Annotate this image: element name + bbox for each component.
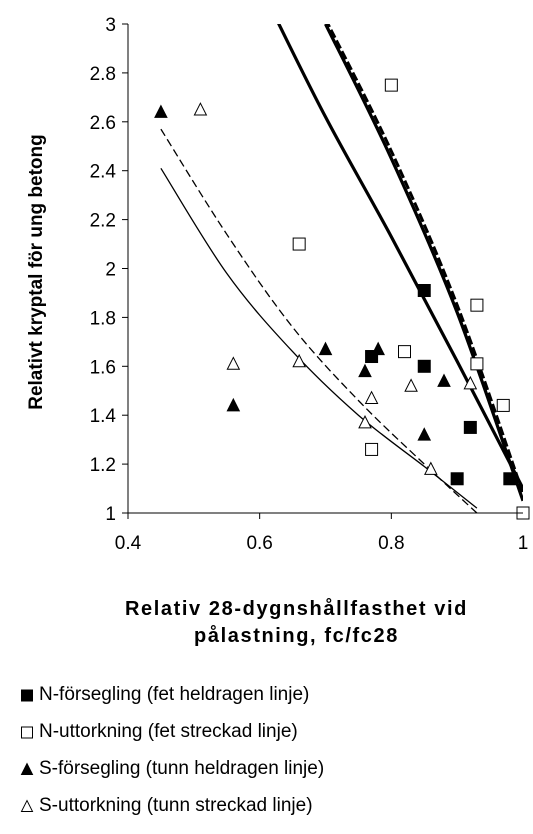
y-tick-label: 1.8 <box>90 308 116 329</box>
y-tick-label: 2 <box>105 260 116 281</box>
x-axis-title: Relativ 28-dygnshållfasthet vid pålastni… <box>60 596 533 650</box>
legend-label: S-uttorkning (tunn streckad linje) <box>39 794 313 816</box>
trend-curve-thin-solid <box>160 167 478 509</box>
trend-curve-thin-dashed <box>160 128 478 513</box>
legend-marker <box>21 726 33 738</box>
open-square-point <box>470 357 484 371</box>
filled-square-point <box>463 420 477 434</box>
x-tick-label: 0.6 <box>246 533 272 554</box>
open-square-point <box>365 442 379 456</box>
open-triangle-point <box>463 375 478 390</box>
x-axis-title-line-2: pålastning, fc/fc28 <box>194 625 399 647</box>
filled-triangle-point <box>226 397 241 412</box>
open-square-point <box>398 345 411 359</box>
trend-curve-thick-solid <box>324 24 523 502</box>
legend-item: S-försegling (tunn heldragen linje) <box>20 750 324 787</box>
filled-triangle-point <box>371 341 385 356</box>
filled-triangle-point <box>437 373 451 387</box>
filled-square-point <box>503 472 517 486</box>
filled-triangle-point <box>358 363 372 378</box>
open-square-point <box>384 78 398 92</box>
filled-square-point <box>450 472 464 486</box>
y-tick-label: 1.4 <box>90 406 117 427</box>
y-axis-title: Relativt kryptal för ung betong <box>26 134 47 410</box>
y-tick-label: 2.4 <box>90 162 117 183</box>
open-triangle-point <box>364 390 379 404</box>
legend-label: N-försegling (fet heldragen linje) <box>39 683 310 705</box>
x-tick-label: 1 <box>518 533 529 554</box>
y-tick-label: 2.8 <box>90 64 116 85</box>
y-tick-label: 1 <box>105 504 116 525</box>
legend-marker <box>20 761 34 775</box>
y-tick-label: 3 <box>105 15 116 36</box>
legend-item: N-uttorkning (fet streckad linje) <box>20 713 324 750</box>
y-tick-label: 2.6 <box>90 113 116 134</box>
filled-triangle-point <box>154 104 168 118</box>
filled-square-icon <box>21 689 33 701</box>
chart: 1 1.2 1.4 1.6 1.8 2 2.2 2.4 2.6 2.8 3 0.4 0.6 0.8 1 R… <box>26 15 530 554</box>
x-axis-title-line-1: Relativ 28-dygnshållfasthet vid <box>124 598 469 620</box>
open-square-point <box>470 298 484 312</box>
legend-marker <box>21 689 33 701</box>
legend-label: S-försegling (tunn heldragen linje) <box>39 757 325 779</box>
open-triangle-point <box>404 378 418 392</box>
y-tick-label: 1.6 <box>90 357 116 378</box>
y-tick-label: 2.2 <box>90 211 116 232</box>
legend-label: N-uttorkning (fet streckad linje) <box>39 720 298 742</box>
legend: N-försegling (fet heldragen linje) N-utto… <box>20 676 324 824</box>
x-tick-label: 0.8 <box>378 533 404 554</box>
open-square-icon <box>21 726 33 738</box>
legend-marker <box>20 798 34 812</box>
trend-curve-thick-dashed <box>326 24 523 494</box>
filled-square-point <box>417 284 431 298</box>
open-triangle-icon <box>20 798 34 812</box>
open-triangle-point <box>358 415 372 429</box>
open-triangle-point <box>424 461 438 475</box>
y-tick-label: 1.2 <box>90 455 116 476</box>
open-triangle-point <box>226 356 241 370</box>
trend-curve-thick-solid <box>277 24 523 490</box>
open-square-point <box>292 237 306 251</box>
open-square-point <box>496 398 510 412</box>
x-tick-label: 0.4 <box>115 533 142 554</box>
legend-item: S-uttorkning (tunn streckad linje) <box>20 787 324 824</box>
filled-square-point <box>417 359 431 373</box>
open-triangle-point <box>292 353 306 368</box>
filled-triangle-point <box>417 427 432 441</box>
legend-item: N-försegling (fet heldragen linje) <box>20 676 324 713</box>
open-triangle-point <box>193 102 208 116</box>
filled-triangle-icon <box>20 761 34 775</box>
filled-triangle-point <box>318 341 333 356</box>
